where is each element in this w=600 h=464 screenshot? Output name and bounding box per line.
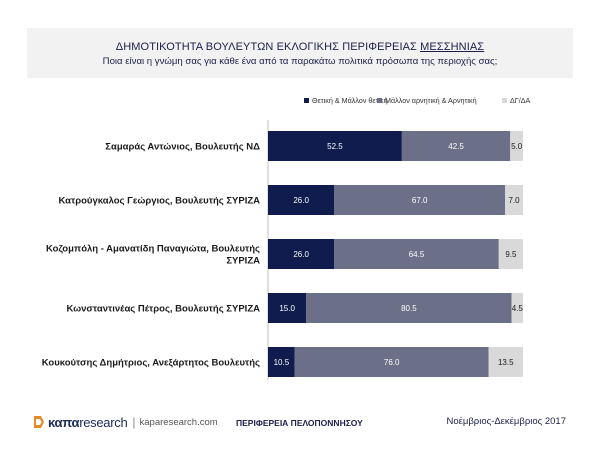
legend-label-1: Θετική & Μάλλον θετική — [312, 96, 388, 105]
data-label: 64.5 — [409, 250, 425, 259]
category-label: ΣΥΡΙΖΑ — [226, 256, 260, 267]
bar-segment — [505, 185, 523, 215]
bar-segment — [268, 347, 295, 377]
bar-segment — [488, 347, 523, 377]
bar-segment — [334, 239, 499, 269]
chart-title: ΔΗΜΟΤΙΚΟΤΗΤΑ ΒΟΥΛΕΥΤΩΝ ΕΚΛΟΓΙΚΗΣ ΠΕΡΙΦΕΡ… — [27, 41, 573, 53]
bar-segment — [498, 239, 523, 269]
bar-segment — [401, 131, 511, 161]
data-label: 10.5 — [274, 358, 290, 367]
data-label: 7.0 — [509, 196, 521, 205]
legend-swatch-1 — [304, 98, 309, 103]
chart-header: ΔΗΜΟΤΙΚΟΤΗΤΑ ΒΟΥΛΕΥΤΩΝ ΕΚΛΟΓΙΚΗΣ ΠΕΡΙΦΕΡ… — [27, 28, 573, 78]
data-label: 42.5 — [448, 142, 464, 151]
legend-swatch-2 — [377, 98, 382, 103]
data-label: 80.5 — [401, 304, 417, 313]
chart-subtitle: Ποια είναι η γνώμη σας για κάθε ένα από … — [102, 56, 498, 67]
logo-separator: | — [132, 415, 136, 429]
category-label: Κωνσταντινέας Πέτρος, Βουλευτής ΣΥΡΙΖΑ — [66, 304, 260, 315]
footer-region: ΠΕΡΙΦΕΡΕΙΑ ΠΕΛΟΠΟΝΝΗΣΟΥ — [236, 418, 363, 428]
bar-segment — [268, 293, 307, 323]
category-label: Κοζομπόλη - Αμανατίδη Παναγιώτα, Βουλευτ… — [46, 244, 260, 255]
bar-segment — [511, 293, 523, 323]
bar-segment — [294, 347, 489, 377]
data-label: 15.0 — [279, 304, 295, 313]
bar-segment — [268, 131, 402, 161]
footer-date: Νοέμβριος-Δεκέμβριος 2017 — [446, 416, 566, 427]
data-label: 67.0 — [412, 196, 428, 205]
category-label: Κουκούτσης Δημήτριος, Ανεξάρτητος Βουλευ… — [42, 358, 260, 369]
data-label: 5.0 — [511, 142, 523, 151]
kapa-logo-icon — [34, 416, 44, 428]
category-label: Σαμαράς Αντώνιος, Βουλευτής ΝΔ — [105, 142, 260, 153]
logo-text-kapa: καπα — [48, 414, 80, 430]
legend-label-2: Μάλλον αρνητική & Αρνητική — [385, 96, 477, 105]
data-label: 26.0 — [293, 196, 309, 205]
bar-segment — [268, 185, 335, 215]
logo-url: kaparesearch.com — [139, 416, 218, 428]
bar-segment — [510, 131, 523, 161]
kapa-research-logo: καπα research | kaparesearch.com — [32, 413, 218, 431]
data-label: 4.5 — [512, 304, 524, 313]
logo-text-research: research — [79, 414, 128, 430]
chart-title-region: ΜΕΣΣΗΝΙΑΣ — [420, 41, 485, 53]
legend-label-3: ΔΓ/ΔΑ — [510, 96, 531, 105]
bar-segment — [268, 239, 335, 269]
data-label: 9.5 — [505, 250, 517, 259]
chart-title-text: ΔΗΜΟΤΙΚΟΤΗΤΑ ΒΟΥΛΕΥΤΩΝ ΕΚΛΟΓΙΚΗΣ ΠΕΡΙΦΕΡ… — [115, 41, 421, 53]
category-label: Κατρούγκαλος Γεώργιος, Βουλευτής ΣΥΡΙΖΑ — [59, 196, 261, 207]
bar-segment — [334, 185, 506, 215]
bar-segment — [306, 293, 512, 323]
data-label: 13.5 — [498, 358, 514, 367]
data-label: 52.5 — [327, 142, 343, 151]
legend-swatch-3 — [502, 98, 507, 103]
data-label: 76.0 — [384, 358, 400, 367]
data-label: 26.0 — [293, 250, 309, 259]
